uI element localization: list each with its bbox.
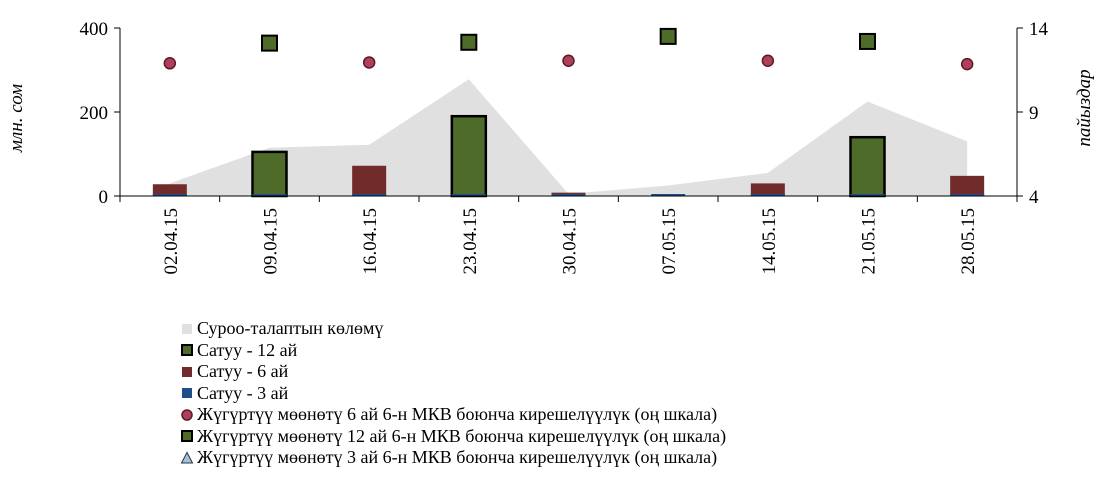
bar-series3-1 — [252, 194, 287, 196]
legend-swatch-4 — [182, 388, 192, 399]
legend-item-1: Суроо-талаптын көлөмү — [180, 318, 726, 340]
left-tick-label-2: 400 — [80, 19, 109, 40]
left-tick-label-1: 200 — [80, 103, 109, 124]
x-tick-label-7: 21.05.15 — [859, 208, 880, 275]
legend-label-3: Сатуу - 6 ай — [197, 361, 289, 381]
x-tick-label-0: 02.04.15 — [161, 208, 182, 275]
bar-series3-8 — [950, 194, 985, 196]
bar-series3-6 — [750, 194, 785, 196]
legend-swatch-1 — [182, 323, 192, 334]
marker-circle-8 — [960, 57, 974, 71]
bar-series3-4 — [551, 194, 586, 196]
legend: Суроо-талаптын көлөмү Сатуу - 12 ай Сатуу … — [180, 318, 726, 469]
legend-label-6: Жүгүртүү мөөнөтү 12 ай 6-н МКВ боюнча ки… — [197, 425, 727, 446]
bar-series3-0 — [152, 194, 187, 196]
bar-series2-2 — [352, 165, 387, 196]
x-tick-label-6: 14.05.15 — [759, 208, 780, 275]
bar-series2-0 — [152, 184, 187, 196]
legend-item-3: Сатуу - 6 ай — [180, 361, 726, 383]
chart: 0 200 400 4 9 14 02.04.15 09.04.15 16.04.15 23.04… — [6, 19, 1095, 275]
x-tick-label-2: 16.04.15 — [360, 208, 381, 275]
marker-square-5 — [659, 27, 677, 45]
area-layer — [169, 79, 968, 196]
bar-series3-3 — [451, 194, 486, 196]
area-demand-volume — [169, 79, 968, 196]
marker-circle-0 — [163, 57, 177, 70]
bar-series3-7 — [850, 194, 885, 196]
marker-circle-6 — [761, 54, 775, 68]
bar-series2-8 — [950, 175, 985, 196]
x-tick-label-1: 09.04.15 — [261, 208, 282, 275]
legend-item-4: Сатуу - 3 ай — [180, 383, 726, 405]
right-tick-label-1: 9 — [1029, 103, 1039, 124]
legend-label-1: Суроо-талаптын көлөмү — [197, 318, 384, 338]
marker-square-7 — [859, 32, 876, 50]
bars-layer — [152, 114, 985, 198]
legend-swatch-2 — [181, 344, 193, 357]
legend-label-5: Жүгүртүү мөөнөтү 6 ай 6-н МКВ боюнча кир… — [197, 404, 718, 424]
legend-label-4: Сатуу - 3 ай — [197, 382, 289, 403]
x-tick-label-5: 07.05.15 — [659, 208, 680, 275]
x-tick-label-8: 28.05.15 — [958, 208, 979, 275]
marker-square-3 — [460, 33, 478, 51]
legend-swatch-6 — [181, 430, 193, 443]
x-tick-label-4: 30.04.15 — [560, 208, 581, 275]
labels-layer: 0 200 400 4 9 14 02.04.15 09.04.15 16.04.15 23.04… — [80, 19, 1049, 275]
right-tick-label-2: 14 — [1029, 19, 1049, 40]
markers-layer — [163, 27, 974, 71]
legend-label-2: Сатуу - 12 ай — [197, 339, 298, 360]
marker-circle-2 — [362, 56, 376, 69]
legend-item-6: Жүгүртүү мөөнөтү 12 ай 6-н МКВ боюнча ки… — [180, 426, 726, 448]
right-tick-label-0: 4 — [1029, 187, 1039, 208]
legend-item-5: Жүгүртүү мөөнөтү 6 ай 6-н МКВ боюнча кир… — [180, 404, 726, 426]
marker-circle-4 — [562, 54, 575, 68]
x-tick-label-3: 23.04.15 — [460, 208, 481, 275]
legend-label-7: Жүгүртүү мөөнөтү 3 ай 6-н МКВ боюнча кир… — [197, 447, 718, 467]
left-tick-label-0: 0 — [99, 187, 109, 208]
bar-series1-1 — [251, 150, 288, 198]
legend-swatch-5 — [181, 409, 193, 421]
legend-swatch-7 — [180, 451, 194, 464]
bar-series3-2 — [352, 194, 387, 196]
bar-series1-7 — [849, 135, 886, 198]
bar-series2-6 — [750, 183, 785, 196]
right-axis-title: пайыздар — [1074, 69, 1095, 146]
legend-swatch-3 — [182, 366, 192, 377]
marker-square-1 — [261, 34, 278, 52]
left-axis-title: млн. сом — [6, 84, 27, 153]
bar-series1-3 — [450, 114, 488, 198]
legend-item-2: Сатуу - 12 ай — [180, 340, 726, 362]
bar-series3-5 — [651, 194, 686, 196]
axes-layer — [114, 27, 1023, 202]
legend-item-7: Жүгүртүү мөөнөтү 3 ай 6-н МКВ боюнча кир… — [180, 447, 726, 469]
